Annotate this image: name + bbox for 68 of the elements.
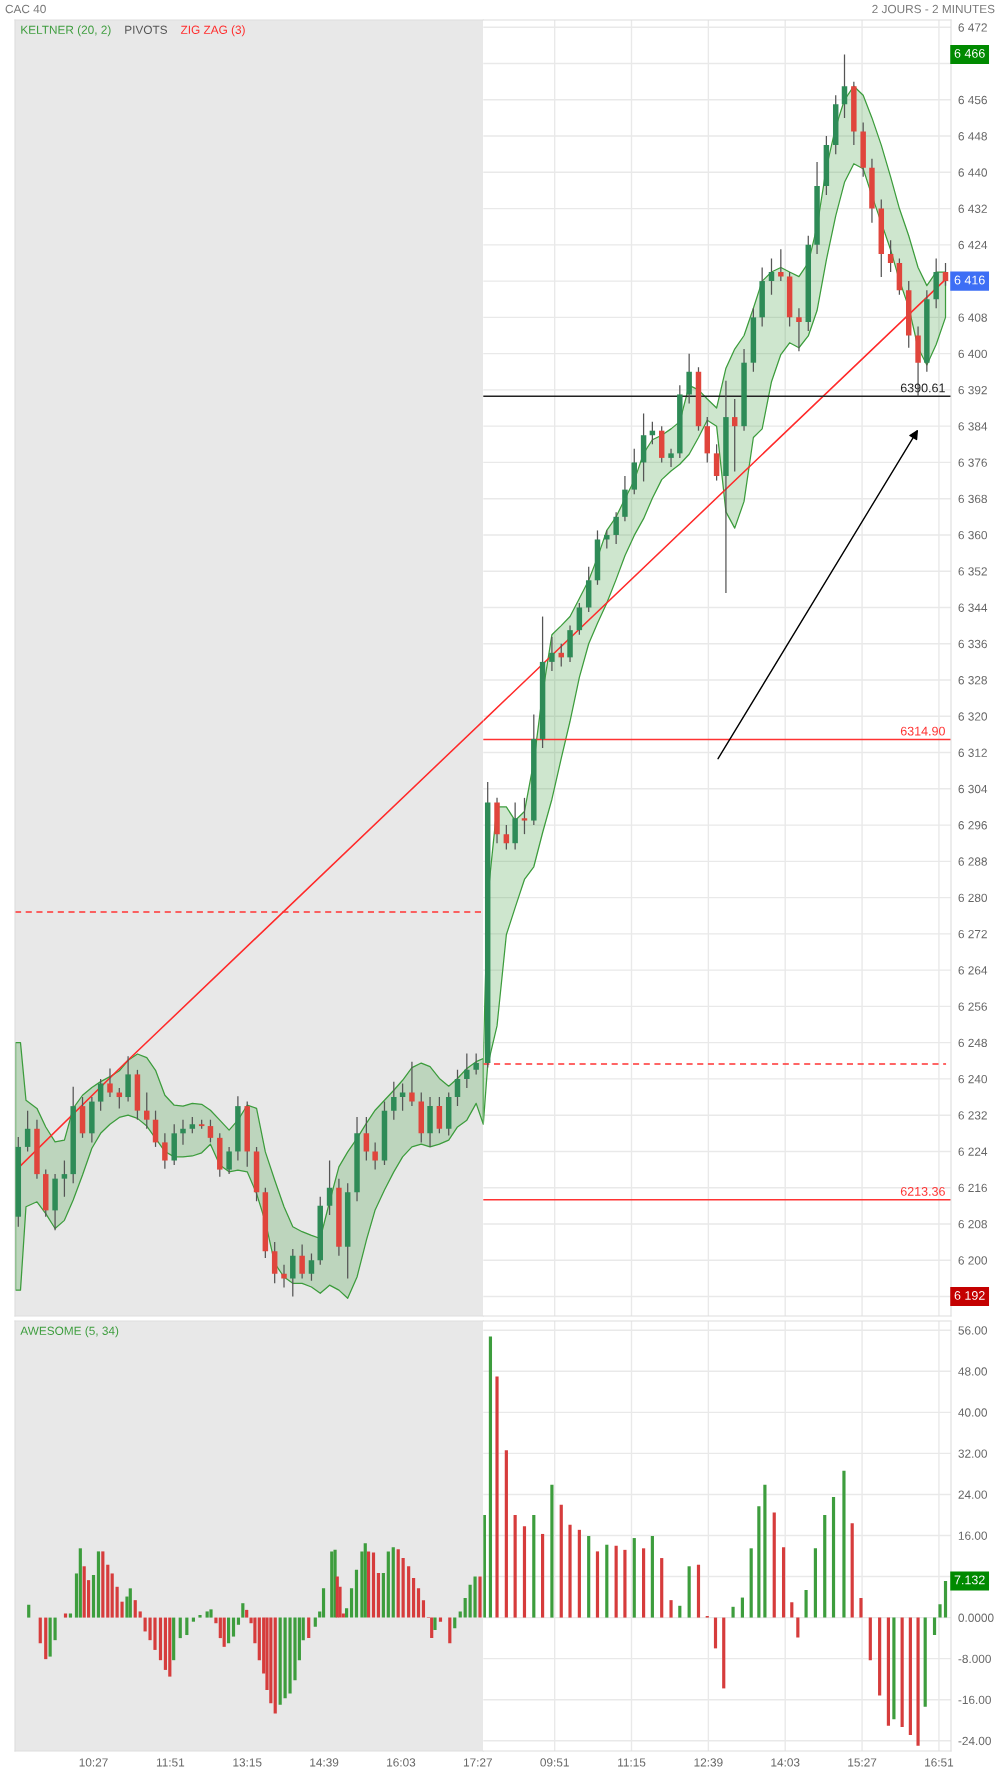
- annotation: 6 192: [954, 1291, 985, 1300]
- y-tick-label: 6 384: [958, 422, 988, 431]
- y-tick-label: 32.00: [958, 1449, 988, 1458]
- chart-title: CAC 40: [5, 4, 46, 14]
- y-tick-label: 6 448: [958, 132, 987, 141]
- y-tick-label: 48.00: [958, 1367, 988, 1376]
- y-tick-label: 40.00: [958, 1408, 988, 1417]
- y-tick-label: -24.00: [958, 1736, 991, 1746]
- chart-subtitle: 2 JOURS - 2 MINUTES: [872, 4, 995, 14]
- y-tick-label: 6 280: [958, 893, 988, 902]
- y-tick-label: 16.00: [958, 1531, 988, 1540]
- x-tick-label: 16:03: [387, 1758, 416, 1767]
- annotation: PIVOTS: [125, 25, 168, 34]
- y-tick-label: 6 216: [958, 1183, 987, 1193]
- y-tick-label: 6 352: [958, 567, 987, 576]
- x-tick-label: 13:15: [233, 1758, 262, 1767]
- y-tick-label: 6 256: [958, 1002, 987, 1011]
- y-tick-label: 6 304: [958, 784, 988, 794]
- y-tick-label: 56.00: [958, 1326, 988, 1335]
- y-tick-label: 6 288: [958, 857, 987, 866]
- y-tick-label: 6 368: [958, 494, 987, 504]
- y-tick-label: 24.00: [958, 1490, 988, 1499]
- y-tick-label: 6 240: [958, 1074, 988, 1084]
- y-tick-label: 6 400: [958, 349, 988, 359]
- y-tick-label: 6 456: [958, 95, 987, 105]
- y-tick-label: 6 232: [958, 1111, 987, 1120]
- x-tick-label: 16:51: [925, 1758, 954, 1767]
- y-tick-label: 6 424: [958, 240, 988, 250]
- y-tick-label: 6 376: [958, 458, 987, 467]
- y-tick-label: 6 336: [958, 639, 987, 649]
- y-tick-label: -8.000: [958, 1654, 991, 1664]
- y-tick-label: 0.0000: [958, 1613, 994, 1622]
- x-tick-label: 10:27: [79, 1758, 108, 1767]
- data-label: 6390.61: [900, 383, 945, 393]
- y-tick-label: 6 408: [958, 313, 987, 322]
- y-tick-label: 6 440: [958, 168, 988, 177]
- y-tick-label: 6 320: [958, 712, 988, 721]
- y-tick-label: 6 200: [958, 1256, 988, 1265]
- x-tick-label: 11:15: [618, 1758, 646, 1767]
- y-tick-label: 6 208: [958, 1220, 987, 1229]
- y-tick-label: 6 272: [958, 929, 987, 939]
- y-tick-label: 6 328: [958, 676, 987, 685]
- y-tick-label: 6 224: [958, 1147, 988, 1156]
- y-tick-label: 6 360: [958, 530, 988, 540]
- annotation: 6 416: [954, 275, 985, 285]
- x-tick-label: 17:27: [463, 1758, 492, 1767]
- x-tick-label: 09:51: [540, 1758, 569, 1767]
- annotation: 7.132: [954, 1575, 985, 1585]
- text: AWESOME (5, 34): [20, 1326, 119, 1338]
- data-label: 6213.36: [900, 1186, 945, 1196]
- y-tick-label: 6 248: [958, 1038, 987, 1048]
- y-tick-label: 6 432: [958, 204, 987, 213]
- text: ZIG ZAG (3): [180, 25, 245, 37]
- y-tick-label: 6 296: [958, 821, 987, 830]
- x-tick-label: 15:27: [848, 1758, 877, 1767]
- y-tick-label: 6 312: [958, 748, 987, 757]
- y-tick-label: 6 392: [958, 385, 987, 395]
- x-tick-label: 12:39: [694, 1758, 723, 1767]
- y-tick-label: -16.00: [958, 1695, 991, 1705]
- data-label: 6314.90: [900, 726, 945, 736]
- legend-label: KELTNER (20, 2): [21, 25, 111, 37]
- x-tick-label: 14:03: [771, 1758, 800, 1767]
- annotation: 6 466: [954, 48, 985, 58]
- y-tick-label: 6 264: [958, 966, 988, 975]
- x-tick-label: 11:51: [156, 1758, 185, 1767]
- y-tick-label: 6 472: [958, 23, 987, 32]
- y-tick-label: 6 344: [958, 603, 988, 612]
- x-tick-label: 14:39: [310, 1758, 339, 1767]
